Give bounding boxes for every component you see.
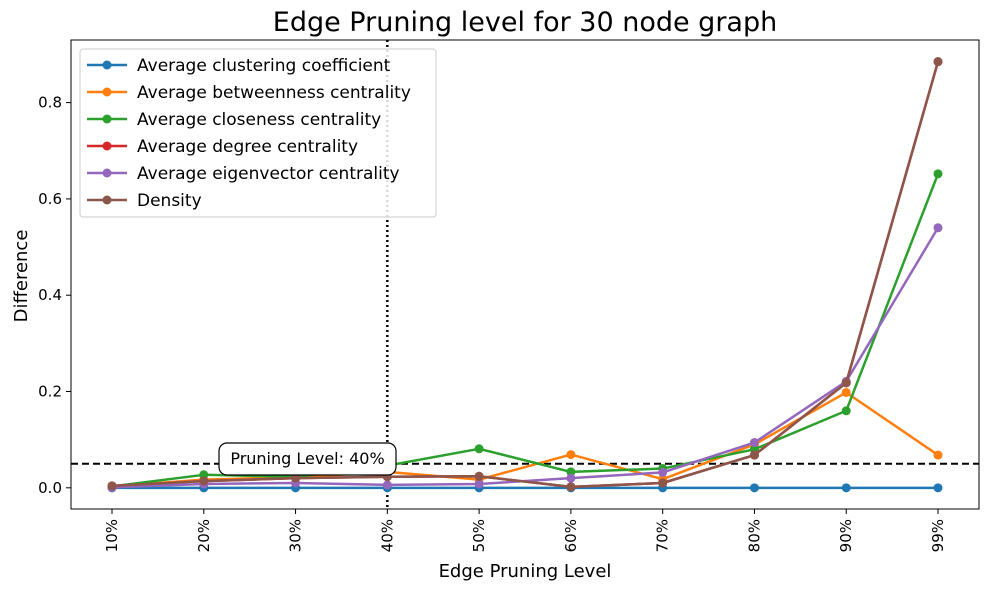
data-point [749,450,759,460]
y-tick-label: 0.4 [38,286,62,304]
x-tick-label: 30% [287,519,305,552]
plot-area [70,39,980,510]
x-tick-label: 99% [929,519,947,552]
data-point [933,57,943,67]
data-point [749,483,759,493]
y-tick-label: 0.8 [38,94,62,112]
x-tick-label: 80% [745,519,763,552]
data-point [658,478,668,488]
data-point [841,378,851,388]
data-point [566,450,576,460]
data-point [566,482,576,492]
legend-label: Average betweenness centrality [137,83,411,103]
legend-swatch-marker [102,114,112,124]
x-tick-label: 50% [470,519,488,552]
data-point [199,470,209,480]
data-point [199,476,209,486]
x-tick-label: 60% [562,519,580,552]
legend-label: Average clustering coefficient [137,56,391,76]
legend-swatch-marker [102,141,112,151]
x-axis-title: Edge Pruning Level [439,561,612,582]
plot-frame [70,39,980,510]
y-axis-title: Difference [11,230,32,323]
legend-item: Average closeness centrality [87,110,381,130]
y-tick-label: 0.2 [38,383,62,401]
data-point [841,387,851,397]
y-tick-label: 0.0 [38,479,62,497]
x-tick-label: 40% [378,519,396,552]
data-point [841,406,851,416]
data-point [933,483,943,493]
data-point [933,169,943,179]
data-point [566,467,576,477]
data-point [474,444,484,454]
x-tick-label: 20% [195,519,213,552]
legend-label: Average eigenvector centrality [137,164,400,184]
legend-swatch-marker [102,60,112,70]
y-tick-label: 0.6 [38,190,62,208]
series-line [111,173,940,488]
data-point [107,481,117,491]
legend-swatch-marker [102,168,112,178]
pruning-level-annotation: Pruning Level: 40% [218,442,397,476]
legend-swatch-marker [102,87,112,97]
legend-item: Average betweenness centrality [87,83,411,103]
series [107,57,943,492]
legend-swatch-marker [102,195,112,205]
data-point [841,483,851,493]
chart-title: Edge Pruning level for 30 node graph [273,7,777,38]
data-point [474,479,484,489]
data-point [933,223,943,233]
x-tick-label: 10% [103,519,121,552]
legend-item: Average degree centrality [87,137,358,157]
x-axis: 10% 20% 30% 40% 50% 60% 70% 80% 90% 99% [103,509,947,552]
data-point [382,480,392,490]
legend-item: Density [87,191,202,211]
data-point [658,467,668,477]
legend-box [79,48,437,218]
series-line [111,61,940,489]
legend-label: Average closeness centrality [137,110,381,130]
data-point [566,473,576,483]
y-axis: 0.0 0.2 0.4 0.6 0.8 [38,94,71,497]
legend: Average clustering coefficient Average be… [79,48,437,218]
x-tick-label: 70% [654,519,672,552]
legend-item: Average clustering coefficient [87,56,391,76]
data-point [291,473,301,483]
legend-item: Average eigenvector centrality [87,164,400,184]
legend-label: Density [137,191,202,211]
data-point [749,438,759,448]
data-point [474,471,484,481]
legend-label: Average degree centrality [137,137,358,157]
annotation-label: Pruning Level: 40% [230,449,384,468]
x-tick-label: 90% [837,519,855,552]
data-point [933,450,943,460]
annotation-box [218,442,397,476]
